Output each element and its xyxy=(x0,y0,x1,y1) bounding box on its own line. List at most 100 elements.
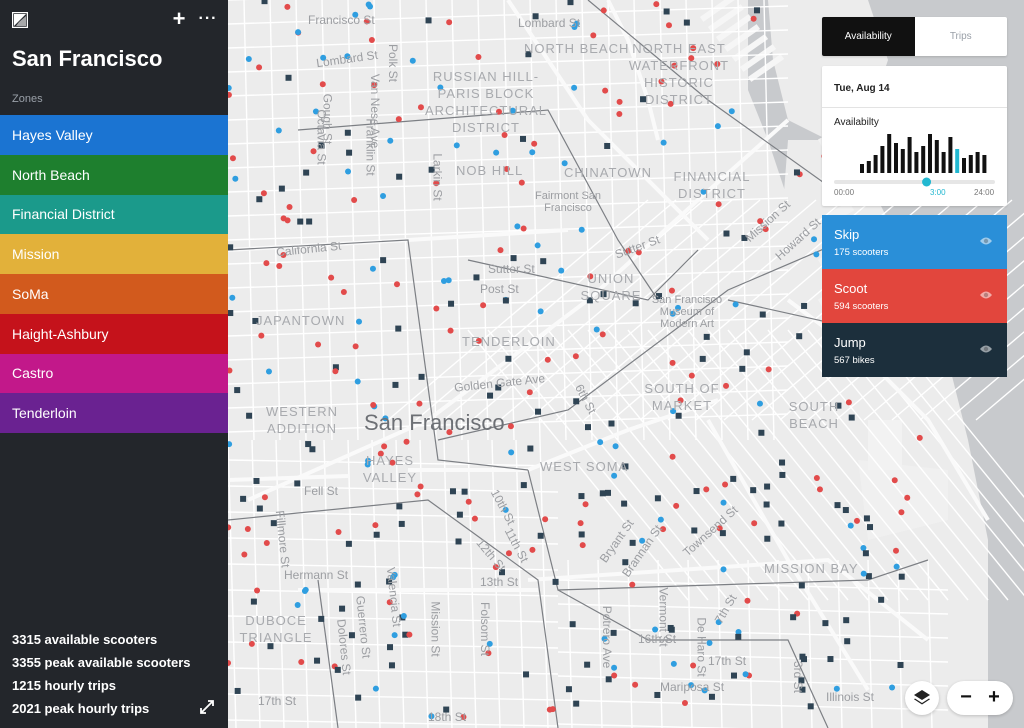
major-road xyxy=(606,0,660,141)
scoot-scooter-marker xyxy=(681,699,688,706)
skip-scooter-marker xyxy=(232,175,239,182)
plus-icon[interactable]: + xyxy=(172,6,186,31)
jump-bike-marker xyxy=(608,420,615,427)
eye-icon[interactable] xyxy=(979,343,993,355)
provider-scoot[interactable]: Scoot 594 scooters xyxy=(822,269,1007,323)
jump-bike-marker xyxy=(525,51,532,58)
jump-bike-marker xyxy=(487,392,494,399)
jump-bike-marker xyxy=(573,700,580,707)
expand-icon[interactable] xyxy=(200,700,214,714)
scoot-scooter-marker xyxy=(241,551,248,558)
jump-bike-marker xyxy=(578,531,585,538)
zoom-in-button[interactable]: + xyxy=(988,686,1000,708)
time-slider-handle[interactable] xyxy=(922,177,932,187)
skip-scooter-marker xyxy=(597,439,604,446)
jump-bike-marker xyxy=(309,446,316,453)
time-slider-track[interactable] xyxy=(834,180,995,184)
jump-bike-marker xyxy=(753,7,760,14)
jump-bike-marker xyxy=(844,638,851,645)
zone-item[interactable]: SoMa xyxy=(0,274,228,314)
scoot-scooter-marker xyxy=(668,287,675,294)
provider-jump[interactable]: Jump 567 bikes xyxy=(822,323,1007,377)
scoot-scooter-marker xyxy=(248,640,255,647)
zone-boundary xyxy=(557,589,829,728)
zone-boundary xyxy=(297,109,659,301)
street xyxy=(228,615,559,623)
zone-item[interactable]: Castro xyxy=(0,353,228,394)
scoot-scooter-marker xyxy=(673,502,680,509)
zone-item[interactable]: Tenderloin xyxy=(0,393,228,433)
scoot-scooter-marker xyxy=(572,353,579,360)
scoot-scooter-marker xyxy=(723,382,730,389)
skip-scooter-marker xyxy=(732,301,739,308)
jump-bike-marker xyxy=(683,19,690,26)
zoom-out-button[interactable]: − xyxy=(960,686,972,708)
skip-scooter-marker xyxy=(352,11,359,18)
skip-scooter-marker xyxy=(229,294,236,301)
skip-scooter-marker xyxy=(486,640,493,647)
scoot-scooter-marker xyxy=(703,486,710,493)
jump-bike-marker xyxy=(303,169,310,176)
jump-bike-marker xyxy=(798,677,805,684)
zone-item[interactable]: Hayes Valley xyxy=(0,115,228,155)
jump-bike-marker xyxy=(759,311,766,318)
jump-bike-marker xyxy=(396,503,403,510)
histogram-bar xyxy=(860,164,864,173)
skip-scooter-marker xyxy=(312,108,319,115)
skip-scooter-marker xyxy=(275,127,282,134)
histogram-bar xyxy=(914,152,919,173)
zone-item[interactable]: North Beach xyxy=(0,154,228,195)
availability-label: Availabilty xyxy=(834,117,879,128)
street xyxy=(228,341,789,361)
more-horizontal-icon[interactable]: ··· xyxy=(198,10,218,27)
street xyxy=(228,589,559,597)
street xyxy=(685,0,697,441)
jump-bike-marker xyxy=(234,387,241,394)
scoot-scooter-marker xyxy=(332,368,339,375)
provider-name: Scoot xyxy=(834,281,868,296)
scoot-scooter-marker xyxy=(280,252,287,259)
jump-bike-marker xyxy=(654,691,661,698)
jump-bike-marker xyxy=(386,578,393,585)
jump-bike-marker xyxy=(318,142,325,149)
availability-histogram[interactable] xyxy=(822,66,1007,206)
zone-item[interactable]: Financial District xyxy=(0,194,228,235)
street xyxy=(451,0,463,441)
eye-icon[interactable] xyxy=(979,235,993,247)
zone-item[interactable]: Haight-Ashbury xyxy=(0,313,228,354)
jump-bike-marker xyxy=(246,412,253,419)
jump-bike-marker xyxy=(863,515,870,522)
skip-scooter-marker xyxy=(847,522,854,529)
eye-icon[interactable] xyxy=(979,289,993,301)
layers-button[interactable] xyxy=(905,681,939,715)
app-logo-icon[interactable] xyxy=(12,12,28,28)
scoot-scooter-marker xyxy=(258,332,265,339)
scoot-scooter-marker xyxy=(276,263,283,270)
scoot-scooter-marker xyxy=(690,45,697,52)
scoot-scooter-marker xyxy=(485,650,492,657)
jump-bike-marker xyxy=(898,573,905,580)
sidebar-toolbar: + ··· xyxy=(0,0,228,40)
jump-bike-marker xyxy=(395,325,402,332)
jump-bike-marker xyxy=(527,445,534,452)
street-label: 13th St xyxy=(480,575,519,589)
street xyxy=(228,245,789,265)
street-label: Hermann St xyxy=(284,568,349,582)
street xyxy=(659,0,671,441)
street xyxy=(711,0,723,441)
jump-bike-marker xyxy=(763,501,770,508)
jump-bike-marker xyxy=(443,706,450,713)
street xyxy=(557,723,742,728)
jump-bike-marker xyxy=(540,258,547,265)
jump-bike-marker xyxy=(523,671,530,678)
jump-bike-marker xyxy=(387,644,394,651)
tab-trips[interactable]: Trips xyxy=(949,31,972,42)
zone-item[interactable]: Mission xyxy=(0,234,228,274)
provider-skip[interactable]: Skip 175 scooters xyxy=(822,215,1007,269)
street xyxy=(767,329,989,601)
tab-availability[interactable]: Availability xyxy=(822,17,915,56)
street xyxy=(583,199,845,421)
scoot-scooter-marker xyxy=(722,481,729,488)
date-label[interactable]: Tue, Aug 14 xyxy=(834,83,890,94)
street xyxy=(228,317,789,337)
